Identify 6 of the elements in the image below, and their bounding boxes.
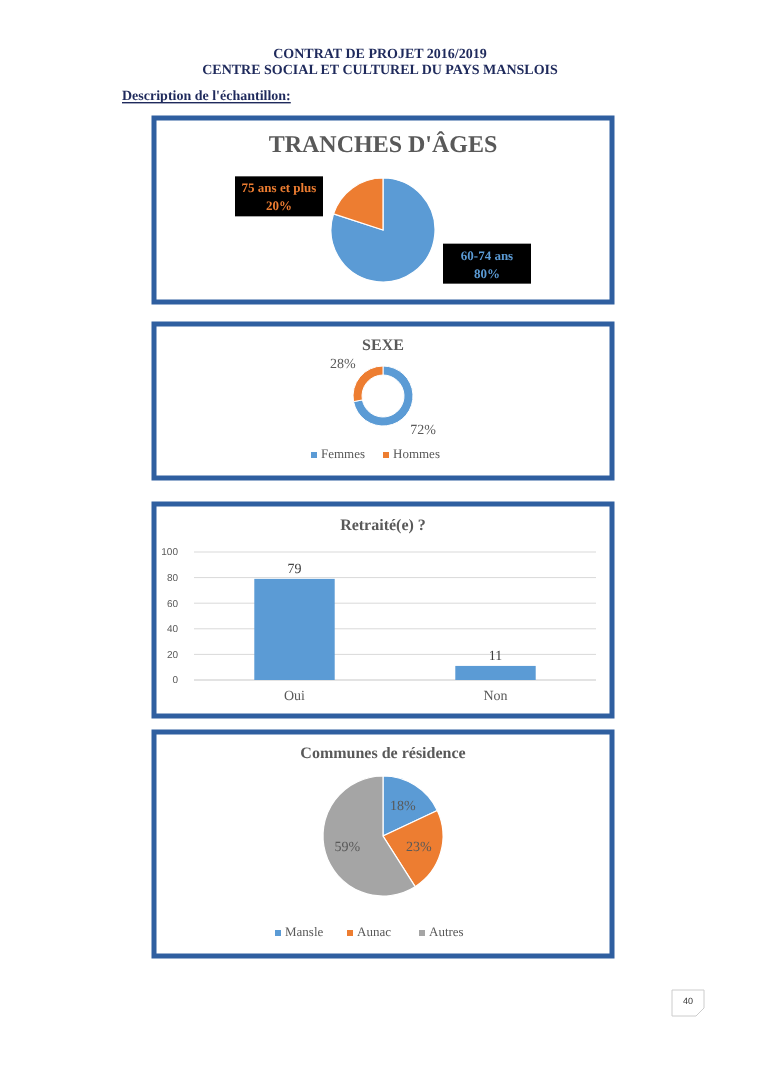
donut-slice [353, 365, 414, 427]
pie-slice [330, 177, 436, 283]
chart-title: TRANCHES D'ÂGES [268, 130, 499, 158]
chart-title: Retraité(e) ? [340, 516, 426, 534]
chart-title: Communes de résidence [300, 744, 467, 762]
chart-title: SEXE [362, 336, 404, 354]
